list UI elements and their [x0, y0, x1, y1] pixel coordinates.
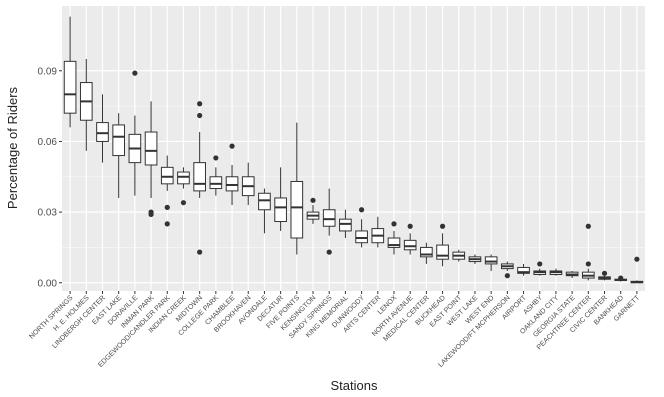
box — [339, 218, 352, 232]
outlier-point — [634, 256, 640, 262]
box — [160, 166, 174, 185]
box — [387, 237, 401, 248]
box — [63, 60, 77, 114]
y-tick-label: 0.03 — [38, 208, 58, 219]
outlier-point — [310, 197, 316, 203]
outlier-point — [537, 261, 543, 267]
outlier-point — [358, 207, 365, 213]
box — [177, 171, 190, 185]
box — [193, 162, 206, 192]
box — [484, 256, 498, 265]
outlier-point — [197, 112, 203, 119]
outlier-point — [132, 70, 138, 76]
box — [436, 244, 449, 260]
x-axis-label: Stations — [331, 378, 378, 393]
box-series — [63, 16, 644, 284]
box — [144, 131, 158, 166]
outlier-point — [391, 221, 397, 227]
outlier-point — [164, 221, 170, 227]
box — [96, 122, 109, 142]
outlier-point — [439, 223, 446, 229]
outlier-point — [504, 273, 510, 279]
plot-panel — [62, 6, 645, 291]
box — [225, 176, 239, 192]
outlier-point — [326, 249, 332, 255]
box — [355, 230, 368, 244]
outlier-point — [618, 275, 624, 281]
outlier-point — [213, 155, 219, 161]
box — [209, 176, 223, 190]
box — [274, 197, 287, 223]
outlier-point — [197, 249, 203, 255]
y-tick-label: 0.09 — [38, 66, 58, 77]
outlier-point — [229, 143, 235, 149]
y-axis-ticks: 0.00 0.03 0.06 0.09 — [38, 66, 62, 289]
outlier-point — [585, 223, 591, 229]
box — [258, 192, 271, 211]
box — [112, 124, 126, 157]
outlier-point — [585, 261, 591, 267]
box — [290, 180, 304, 239]
y-tick-label: 0.00 — [38, 278, 58, 289]
box — [322, 209, 336, 227]
outlier-point — [148, 211, 154, 218]
y-axis-label: Percentage of Riders — [5, 86, 20, 209]
box — [420, 246, 433, 258]
outlier-point — [180, 200, 187, 206]
outlier-point — [407, 223, 413, 229]
outlier-point — [197, 101, 203, 107]
box — [403, 239, 417, 251]
outlier-point — [164, 204, 170, 210]
outlier-point — [601, 270, 608, 276]
box — [517, 266, 530, 274]
y-tick-label: 0.06 — [38, 137, 58, 148]
